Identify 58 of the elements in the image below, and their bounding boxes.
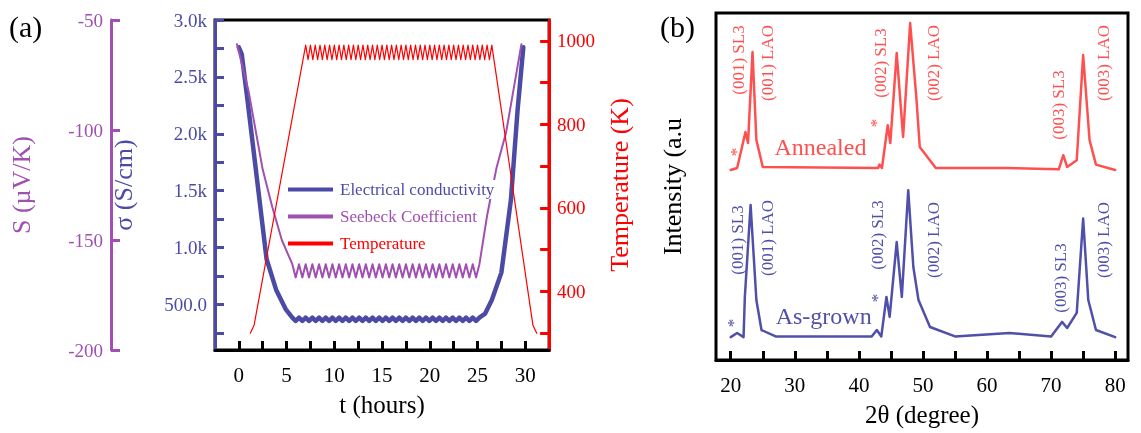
y-tick-label: 1.5k (173, 180, 208, 202)
annotation: * (723, 318, 743, 328)
y-tick-label: 2.5k (173, 66, 208, 88)
y3-tick-label: -200 (68, 339, 103, 361)
x-tick-label: 50 (912, 372, 934, 397)
y-tick-label: 500.0 (164, 293, 207, 315)
y3-tick-label: -100 (68, 119, 103, 141)
annotation: (002) SL3 (870, 28, 890, 98)
y2-tick-label: 800 (557, 113, 586, 135)
y2-tick-label: 600 (557, 197, 586, 219)
x-tick-label: 20 (419, 362, 441, 387)
y-tick-label: 3.0k (173, 9, 208, 31)
y2-tick-label: 1000 (557, 30, 596, 52)
annotation: (001) SL3 (728, 25, 748, 95)
y2-axis-title: Temperature (K) (604, 98, 634, 272)
x-axis-title: t (hours) (339, 391, 425, 419)
chart-title: (b) (660, 9, 695, 44)
y3-axis-title: S (µV/K) (6, 135, 36, 235)
annotation: * (866, 118, 886, 128)
annotation: * (867, 293, 887, 303)
x-tick-label: 5 (281, 362, 292, 387)
annotation: (002) LAO (923, 24, 943, 102)
y3-tick-label: -150 (68, 229, 103, 251)
series-label: As-grown (775, 303, 872, 330)
x-tick-label: 30 (514, 362, 536, 387)
annotation: (003) LAO (1093, 24, 1113, 102)
x-tick-label: 15 (371, 362, 393, 387)
annotation: (001) SL3 (727, 205, 747, 275)
x-tick-label: 60 (976, 372, 998, 397)
y-tick-label: 1.0k (173, 237, 208, 259)
x-tick-label: 10 (323, 362, 345, 387)
legend-label: Temperature (340, 234, 426, 253)
line-series (235, 43, 523, 279)
y-tick-label: 2.0k (173, 123, 208, 145)
legend-label: Electrical conductivity (340, 180, 495, 199)
y-axis-title: Intensity (a.u (657, 117, 687, 256)
annotation: (001) LAO (757, 24, 777, 102)
series-label: Annealed (774, 133, 867, 160)
x-axis-title: 2θ (degree) (865, 401, 979, 429)
annotation: (003) SL3 (1048, 70, 1068, 140)
annotation: (002) SL3 (867, 200, 887, 270)
x-tick-label: 40 (848, 372, 870, 397)
legend-label: Seebeck Coefficient (340, 207, 478, 226)
annotation: (003) SL3 (1050, 243, 1070, 313)
annotation: (003) LAO (1093, 201, 1113, 279)
y2-tick-label: 400 (557, 281, 586, 303)
y-axis-title: σ (S/cm) (108, 139, 138, 231)
y3-tick-label: -50 (77, 9, 103, 31)
x-tick-label: 70 (1040, 372, 1062, 397)
x-tick-label: 80 (1104, 372, 1126, 397)
annotation: * (726, 147, 746, 157)
annotation: (002) LAO (923, 201, 943, 279)
x-tick-label: 25 (467, 362, 489, 387)
x-tick-label: 20 (720, 372, 742, 397)
x-tick-label: 30 (784, 372, 806, 397)
chart-title: (a) (9, 9, 43, 44)
annotation: (001) LAO (757, 199, 777, 277)
x-tick-label: 0 (233, 362, 245, 387)
